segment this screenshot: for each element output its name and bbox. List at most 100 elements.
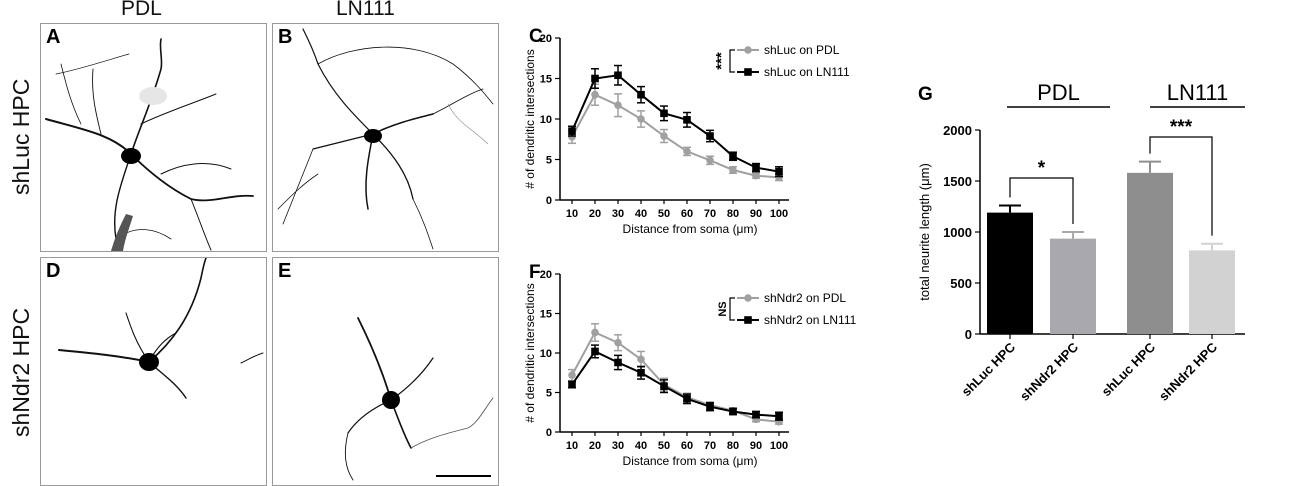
panel-label-f: F	[529, 262, 541, 283]
significance-label: ***	[1170, 117, 1193, 138]
x-tick-label: 10	[566, 440, 578, 452]
x-tick-label: 80	[727, 208, 739, 220]
y-tick-label: 15	[540, 74, 552, 86]
bar	[1127, 172, 1173, 334]
y-tick-label: 10	[540, 348, 552, 360]
legend-marker	[744, 46, 752, 54]
data-point	[706, 402, 714, 411]
data-point	[637, 368, 645, 377]
data-point	[660, 109, 668, 118]
micrograph-panel-e: E	[272, 257, 499, 486]
x-tick-label: 60	[681, 440, 693, 452]
legend-marker	[744, 294, 752, 302]
neuron-image-shndr2-pdl	[58, 258, 264, 399]
significance-bracket	[1009, 177, 1074, 224]
data-point	[614, 338, 622, 347]
data-point	[637, 90, 645, 99]
legend-entry: shLuc on LN111	[764, 65, 850, 79]
micrograph-panel-a: A	[40, 23, 267, 252]
y-tick-label: 5	[546, 388, 552, 400]
significance-label: ***	[713, 52, 730, 70]
data-point	[614, 101, 622, 110]
data-point	[729, 152, 737, 161]
y-axis-label: total neurite length (μm)	[917, 163, 932, 301]
data-point	[729, 166, 737, 174]
x-tick-label: 100	[770, 440, 788, 452]
data-point	[637, 115, 645, 123]
micrograph-panel-b: B	[272, 23, 499, 252]
y-tick-label: 5	[546, 155, 552, 167]
legend-entry: shLuc on PDL	[764, 43, 840, 57]
x-tick-label: 40	[635, 208, 647, 220]
panel-label-a: A	[46, 26, 61, 48]
x-tick-label: 100	[770, 208, 788, 220]
y-tick-label: 2000	[943, 123, 972, 138]
row-label-shluc-hpc: shLuc HPC	[8, 78, 34, 195]
data-point	[660, 382, 668, 390]
neuron-image-shluc-pdl	[45, 38, 254, 251]
column-header-pdl: PDL	[121, 0, 162, 20]
series-line-1	[571, 350, 780, 418]
data-point	[568, 380, 576, 389]
data-point	[706, 132, 714, 140]
neuron-image-shndr2-ln111	[344, 317, 494, 481]
data-point	[706, 156, 714, 165]
significance-bracket	[729, 297, 735, 321]
data-point	[752, 410, 760, 419]
y-tick-label: 1000	[943, 225, 972, 240]
data-point	[614, 71, 622, 80]
column-header-ln111: LN111	[336, 0, 395, 20]
data-point	[591, 347, 599, 356]
panel-label-c: C	[529, 26, 543, 47]
x-tick-label: 60	[681, 208, 693, 220]
panel-label-d: D	[46, 260, 61, 282]
y-axis-label: # of dendritic intersections	[523, 283, 537, 422]
y-tick-label: 500	[950, 276, 972, 291]
data-point	[614, 358, 622, 367]
x-tick-label: shNdr2 HPC	[1017, 339, 1082, 404]
data-point	[775, 412, 783, 420]
group-header: LN111	[1167, 80, 1229, 105]
x-tick-label: 30	[612, 208, 624, 220]
y-axis-label: # of dendritic intersections	[523, 49, 537, 188]
significance-bracket	[729, 49, 735, 73]
group-header: PDL	[1037, 80, 1080, 105]
x-tick-label: shLuc HPC	[1098, 339, 1158, 399]
x-tick-label: shLuc HPC	[958, 339, 1018, 399]
panel-label-b: B	[278, 26, 293, 48]
legend-entry: shNdr2 on PDL	[764, 291, 846, 305]
panel-label-g: G	[918, 84, 933, 105]
y-tick-label: 0	[546, 195, 552, 207]
y-tick-label: 20	[540, 33, 552, 45]
panel-label-e: E	[278, 260, 292, 282]
chart-c-shluc-intersections: C 0 5 10 15 20 10 20 30 40 50 60 70 80 90 100 Distance …	[523, 26, 850, 236]
data-point	[660, 132, 668, 140]
data-point	[591, 90, 599, 99]
data-point	[729, 407, 737, 416]
x-tick-label: 40	[635, 440, 647, 452]
x-tick-label: 90	[750, 208, 762, 220]
series-line-0	[571, 93, 780, 179]
data-point	[683, 147, 691, 156]
chart-f-shndr2-intersections: F 0 5 10 15 20 10 20 30 40 50 60 70 80 90 100 Distance …	[523, 262, 857, 468]
x-tick-label: 10	[566, 208, 578, 220]
y-tick-label: 20	[540, 269, 552, 281]
data-point	[591, 74, 599, 83]
x-axis-label: Distance from soma (μm)	[623, 222, 758, 236]
data-point	[752, 171, 760, 180]
significance-label: *	[1038, 158, 1046, 179]
y-tick-label: 0	[546, 427, 552, 439]
legend-marker	[744, 68, 752, 76]
neuron-image-shluc-ln111	[277, 28, 494, 250]
x-tick-label: 70	[704, 208, 716, 220]
x-tick-label: 50	[658, 440, 670, 452]
data-point	[568, 371, 576, 379]
y-tick-label: 1500	[943, 174, 972, 189]
row-label-shndr2-hpc: shNdr2 HPC	[8, 307, 34, 437]
x-axis-label: Distance from soma (μm)	[623, 454, 758, 468]
legend-entry: shNdr2 on LN111	[764, 313, 857, 327]
x-tick-label: 20	[589, 440, 601, 452]
data-point	[683, 395, 691, 403]
data-point	[752, 163, 760, 172]
chart-g-total-neurite-length: G 0 500 1000 1500 2000 total neurite length (…	[917, 80, 1245, 404]
